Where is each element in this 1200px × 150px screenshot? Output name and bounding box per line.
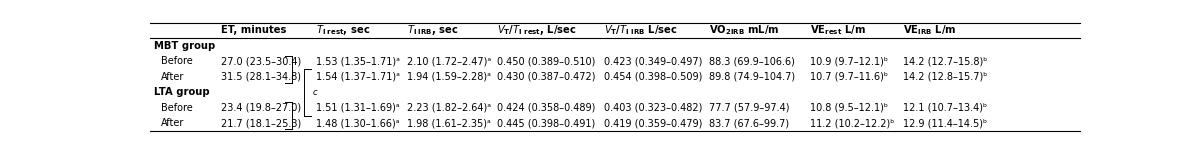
Text: Before: Before [161, 56, 193, 66]
Text: 11.2 (10.2–12.2)ᵇ: 11.2 (10.2–12.2)ᵇ [810, 118, 895, 128]
Text: 12.1 (10.7–13.4)ᵇ: 12.1 (10.7–13.4)ᵇ [904, 103, 988, 113]
Text: 0.454 (0.398–0.509): 0.454 (0.398–0.509) [604, 72, 702, 82]
Text: 0.430 (0.387–0.472): 0.430 (0.387–0.472) [497, 72, 595, 82]
Text: $\mathregular{VO_{2IRB}}$ mL/m: $\mathregular{VO_{2IRB}}$ mL/m [709, 23, 780, 37]
Text: ET, minutes: ET, minutes [221, 25, 286, 35]
Text: 1.98 (1.61–2.35)ᵃ: 1.98 (1.61–2.35)ᵃ [407, 118, 491, 128]
Text: 0.450 (0.389–0.510): 0.450 (0.389–0.510) [497, 56, 595, 66]
Text: 0.423 (0.349–0.497): 0.423 (0.349–0.497) [604, 56, 702, 66]
Text: 1.54 (1.37–1.71)ᵃ: 1.54 (1.37–1.71)ᵃ [317, 72, 401, 82]
Text: 10.9 (9.7–12.1)ᵇ: 10.9 (9.7–12.1)ᵇ [810, 56, 888, 66]
Text: After: After [161, 118, 185, 128]
Text: $\mathregular{VE_{IRB}}$ L/m: $\mathregular{VE_{IRB}}$ L/m [904, 23, 956, 37]
Text: $V_\mathregular{T}$/$T_\mathregular{I\ IRB}$ L/sec: $V_\mathregular{T}$/$T_\mathregular{I\ I… [604, 23, 678, 37]
Text: $\mathregular{VE_{rest}}$ L/m: $\mathregular{VE_{rest}}$ L/m [810, 23, 866, 37]
Text: 1.94 (1.59–2.28)ᵃ: 1.94 (1.59–2.28)ᵃ [407, 72, 491, 82]
Text: 77.7 (57.9–97.4): 77.7 (57.9–97.4) [709, 103, 790, 113]
Text: 12.9 (11.4–14.5)ᵇ: 12.9 (11.4–14.5)ᵇ [904, 118, 988, 128]
Text: 1.53 (1.35–1.71)ᵃ: 1.53 (1.35–1.71)ᵃ [317, 56, 401, 66]
Text: $T_\mathregular{I\ rest}$, sec: $T_\mathregular{I\ rest}$, sec [317, 23, 371, 37]
Text: 27.0 (23.5–30.4): 27.0 (23.5–30.4) [221, 56, 301, 66]
Text: c: c [313, 88, 317, 97]
Text: $T_\mathregular{I\ IRB}$, sec: $T_\mathregular{I\ IRB}$, sec [407, 23, 458, 37]
Text: 2.10 (1.72–2.47)ᵃ: 2.10 (1.72–2.47)ᵃ [407, 56, 491, 66]
Text: Before: Before [161, 103, 193, 113]
Text: 0.403 (0.323–0.482): 0.403 (0.323–0.482) [604, 103, 702, 113]
Text: 0.424 (0.358–0.489): 0.424 (0.358–0.489) [497, 103, 595, 113]
Text: 10.7 (9.7–11.6)ᵇ: 10.7 (9.7–11.6)ᵇ [810, 72, 888, 82]
Text: 23.4 (19.8–27.0): 23.4 (19.8–27.0) [221, 103, 301, 113]
Text: MBT group: MBT group [154, 41, 215, 51]
Text: 1.48 (1.30–1.66)ᵃ: 1.48 (1.30–1.66)ᵃ [317, 118, 400, 128]
Text: $V_\mathregular{T}$/$T_\mathregular{I\ rest}$, L/sec: $V_\mathregular{T}$/$T_\mathregular{I\ r… [497, 23, 577, 37]
Text: 83.7 (67.6–99.7): 83.7 (67.6–99.7) [709, 118, 790, 128]
Text: 0.419 (0.359–0.479): 0.419 (0.359–0.479) [604, 118, 702, 128]
Text: 14.2 (12.7–15.8)ᵇ: 14.2 (12.7–15.8)ᵇ [904, 56, 988, 66]
Text: 14.2 (12.8–15.7)ᵇ: 14.2 (12.8–15.7)ᵇ [904, 72, 988, 82]
Text: 88.3 (69.9–106.6): 88.3 (69.9–106.6) [709, 56, 794, 66]
Text: 10.8 (9.5–12.1)ᵇ: 10.8 (9.5–12.1)ᵇ [810, 103, 888, 113]
Text: 2.23 (1.82–2.64)ᵃ: 2.23 (1.82–2.64)ᵃ [407, 103, 491, 113]
Text: 89.8 (74.9–104.7): 89.8 (74.9–104.7) [709, 72, 796, 82]
Text: 0.445 (0.398–0.491): 0.445 (0.398–0.491) [497, 118, 595, 128]
Text: LTA group: LTA group [154, 87, 209, 97]
Text: 31.5 (28.1–34.8): 31.5 (28.1–34.8) [221, 72, 301, 82]
Text: 21.7 (18.1–25.3): 21.7 (18.1–25.3) [221, 118, 301, 128]
Text: 1.51 (1.31–1.69)ᵃ: 1.51 (1.31–1.69)ᵃ [317, 103, 400, 113]
Text: After: After [161, 72, 185, 82]
